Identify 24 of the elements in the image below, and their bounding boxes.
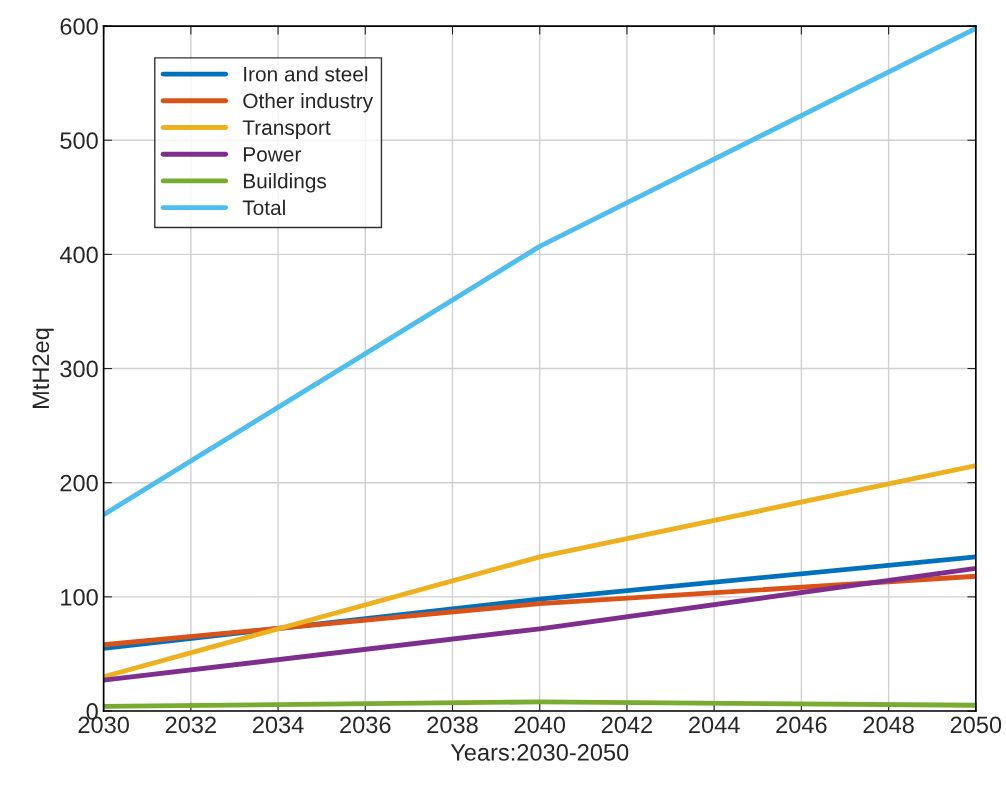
y-tick-label: 600 [60, 18, 98, 35]
y-tick-label: 500 [60, 132, 98, 150]
legend-label: Transport [242, 120, 331, 140]
y-tick-label: 300 [60, 360, 98, 378]
y-tick-label: 100 [61, 588, 98, 606]
x-tick-label: 2050 [950, 716, 1002, 734]
x-tick-label: 2044 [689, 716, 740, 734]
x-axis-title: Years:2030-2050 [450, 744, 629, 761]
x-tick-label: 2040 [514, 716, 566, 734]
x-tick-label: 2034 [252, 716, 304, 734]
x-tick-label: 2042 [601, 716, 653, 734]
x-tick-label: 2032 [165, 716, 216, 734]
y-tick-label: 400 [59, 246, 98, 264]
y-tick-label: 200 [60, 474, 98, 492]
legend-label: Power [243, 147, 301, 162]
legend-label: Other industry [243, 92, 374, 113]
legend-label: Iron and steel [244, 66, 368, 82]
x-tick-label: 2046 [776, 716, 827, 734]
x-tick-label: 2036 [340, 716, 391, 734]
y-axis-title: MtH2eq [32, 328, 54, 408]
x-tick-label: 2048 [863, 716, 914, 734]
x-tick-label: 2038 [427, 716, 478, 734]
legend-label: Total [242, 199, 285, 216]
legend-label: Buildings [243, 173, 327, 193]
